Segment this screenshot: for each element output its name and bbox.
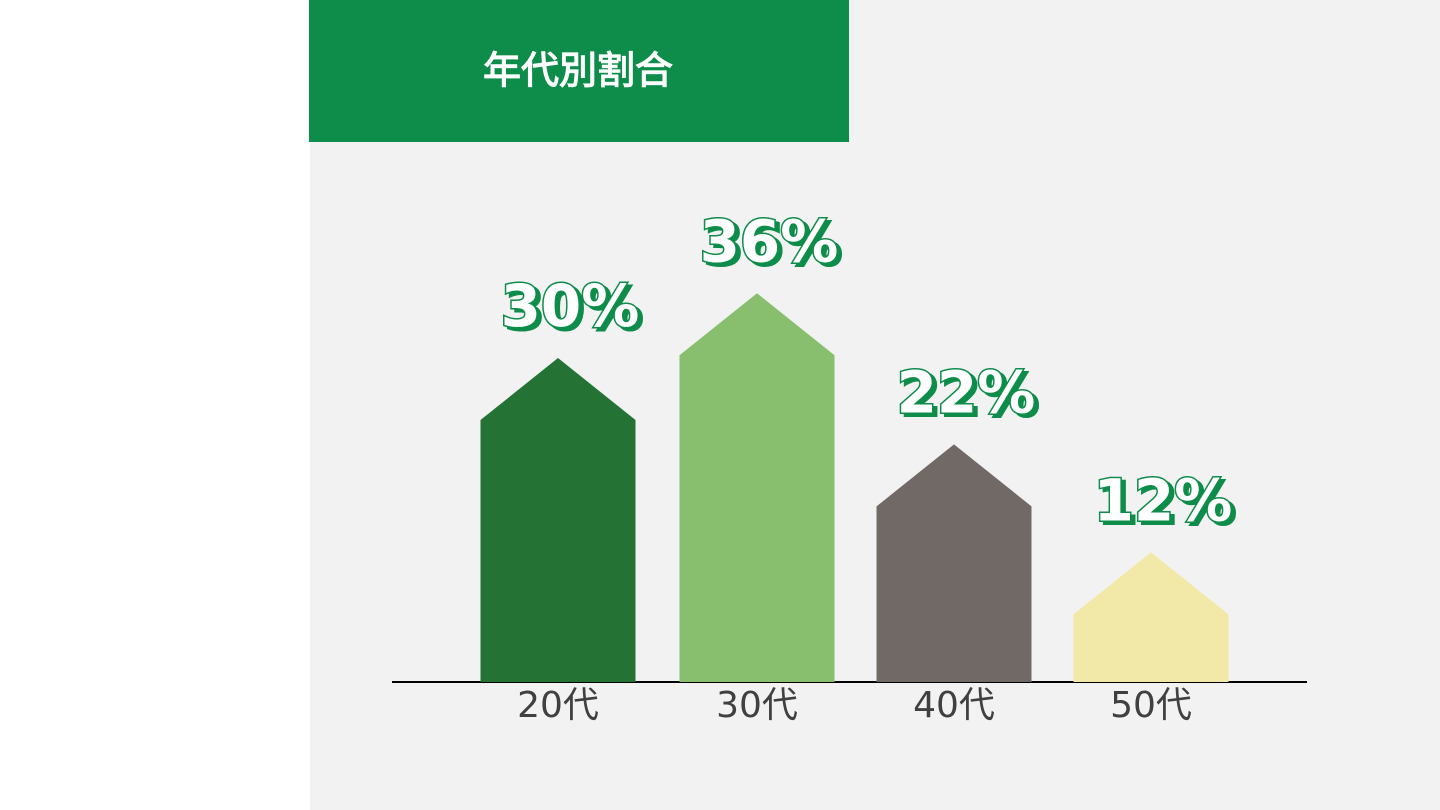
bar: [679, 293, 835, 682]
value-label: 22%: [897, 359, 1036, 427]
bar: [480, 358, 636, 682]
title-box: [309, 0, 849, 142]
bar: [1073, 552, 1229, 682]
value-label: 12%: [1094, 467, 1233, 535]
x-tick-label: 40代: [913, 685, 995, 726]
bar: [876, 444, 1032, 682]
value-label: 36%: [700, 207, 839, 275]
x-tick-label: 30代: [716, 685, 798, 726]
x-tick-label: 20代: [517, 685, 599, 726]
value-label: 30%: [501, 272, 640, 340]
x-tick-label: 50代: [1110, 685, 1192, 726]
chart-title: 年代別割合: [483, 49, 673, 93]
